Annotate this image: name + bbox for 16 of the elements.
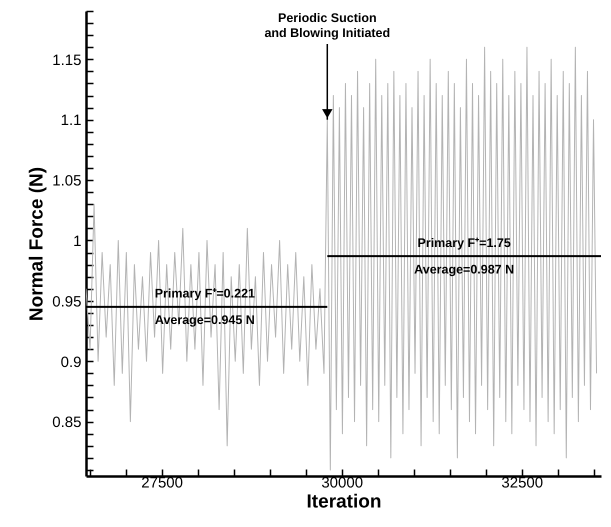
y-axis-title: Normal Force (N) bbox=[26, 166, 48, 322]
y-tick-label: 1.1 bbox=[60, 112, 82, 130]
annotation: Average=0.945 N bbox=[154, 313, 255, 328]
annotation: Primary F⁺=0.221 bbox=[154, 286, 256, 301]
annotation: Periodic Suction and Blowing Initiated bbox=[264, 11, 390, 40]
x-tick-label: 30000 bbox=[321, 474, 364, 492]
y-tick-label: 0.85 bbox=[52, 414, 82, 432]
annotation: Primary F⁺=1.75 bbox=[418, 236, 511, 250]
x-axis-title: Iteration bbox=[306, 492, 382, 512]
line-series bbox=[86, 46, 598, 470]
y-tick-label: 1.15 bbox=[52, 52, 82, 69]
y-tick-label: 0.95 bbox=[52, 293, 82, 310]
y-tick-label: 0.9 bbox=[60, 354, 82, 371]
annotation: Average=0.987 N bbox=[414, 262, 514, 276]
y-tick-label: 1 bbox=[73, 232, 82, 250]
y-tick-label: 1.05 bbox=[52, 172, 82, 190]
